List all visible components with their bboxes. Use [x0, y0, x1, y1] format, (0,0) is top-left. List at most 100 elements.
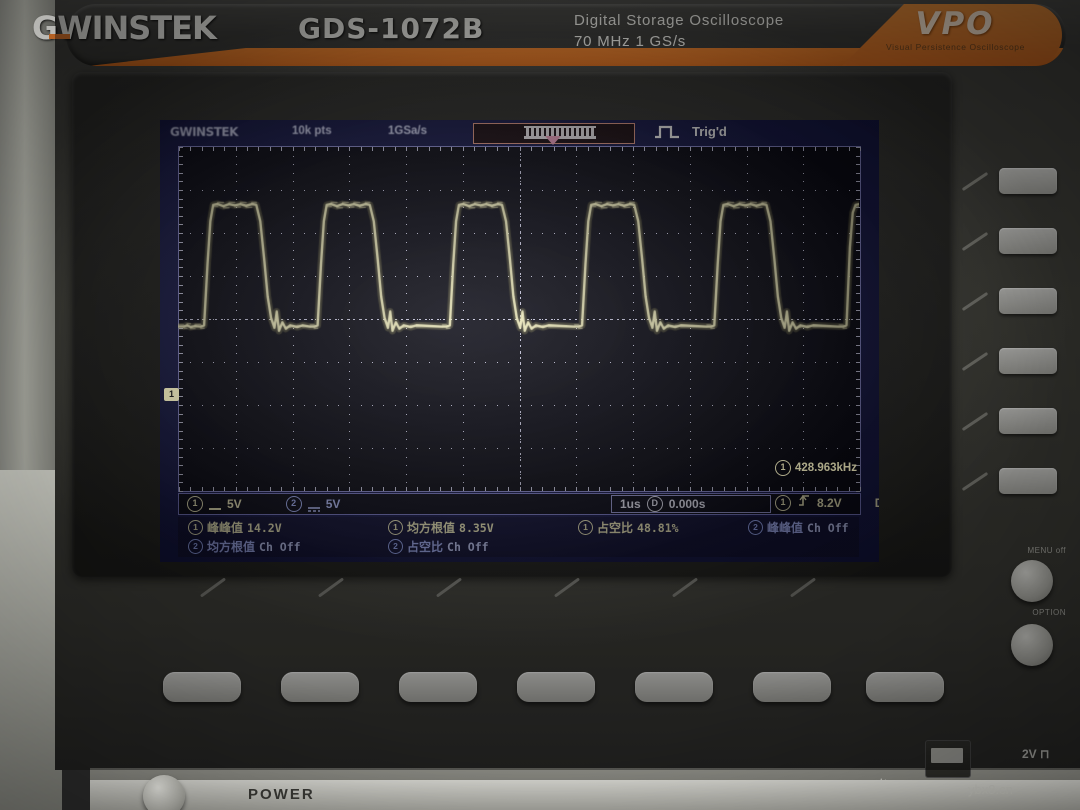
power-label: POWER	[248, 786, 315, 803]
bottom-button-6[interactable]	[753, 672, 831, 702]
option-button[interactable]	[1011, 624, 1053, 666]
freq-channel-badge: 1	[774, 460, 791, 476]
probe-comp-voltage: 2V	[1022, 747, 1037, 761]
pulse-icon	[654, 125, 680, 139]
background-left-lower	[0, 470, 62, 810]
graticule-tick	[856, 491, 860, 492]
waveform-trace	[178, 146, 859, 490]
trigger-settings[interactable]: 1 8.2V DC	[769, 494, 879, 512]
trigger-source-badge: 1	[775, 495, 791, 511]
measurement-panel: 1 峰峰值 14.2V 1 均方根值 8.35V 1 占空比 48.81% 2 …	[178, 517, 859, 557]
side-button-6[interactable]	[999, 468, 1057, 494]
trigger-coupling: DC	[875, 496, 879, 510]
lcd-screen: GWINSTEK 10k pts 1GSa/s Trig'd 1 1 428.9…	[160, 120, 879, 562]
usb-port[interactable]	[931, 748, 963, 763]
vpo-text: VPO	[915, 6, 995, 42]
brand-name: GW	[32, 9, 93, 47]
side-button-4[interactable]	[999, 348, 1057, 374]
screen-logo: GWINSTEK	[170, 125, 238, 139]
graticule-tick	[860, 147, 861, 151]
measurement-item[interactable]: 2 峰峰值 Ch Off	[748, 519, 849, 536]
ch2-badge: 2	[285, 496, 302, 512]
memory-position-bar[interactable]	[473, 123, 635, 144]
ch1-ground-marker[interactable]: 1	[164, 388, 179, 401]
bottom-button-4[interactable]	[517, 672, 595, 702]
meas-label: 均方根值	[207, 540, 256, 554]
meas-badge: 1	[388, 520, 403, 535]
trigger-position-marker[interactable]	[545, 136, 561, 145]
option-label: OPTION	[1032, 608, 1066, 617]
brand-logo: GW INSTEK	[32, 9, 217, 47]
meas-badge: 2	[188, 539, 203, 554]
meas-label: 峰峰值	[207, 521, 244, 535]
brand-suffix: INSTEK	[91, 9, 217, 47]
freq-value: 428.963kHz	[794, 462, 857, 474]
device-description-2: 70 MHz 1 GS/s	[574, 33, 687, 50]
model-number: GDS-1072B	[298, 12, 485, 45]
ch1-volts-div: 5V	[227, 497, 242, 511]
rising-edge-icon	[798, 494, 810, 512]
meas-label: 均方根值	[407, 521, 456, 535]
side-button-2[interactable]	[999, 228, 1057, 254]
meas-value: Ch Off	[447, 539, 489, 554]
menu-off-label: MENU off	[1027, 546, 1066, 555]
measurement-item[interactable]: 1 峰峰值 14.2V	[188, 519, 388, 536]
brand-bar	[66, 4, 1066, 66]
graticule-tick	[179, 491, 183, 492]
sample-rate-label: 1GSa/s	[388, 125, 427, 137]
device-description-1: Digital Storage Oscilloscope	[574, 12, 784, 29]
bottom-button-2[interactable]	[281, 672, 359, 702]
measurement-item[interactable]: 1 占空比 48.81%	[578, 519, 748, 536]
meas-value: Ch Off	[807, 520, 849, 535]
ch2-settings[interactable]: 2 5V	[285, 496, 341, 512]
watermark: ybx8.cn	[968, 782, 1013, 797]
frequency-counter: 1 428.963kHz	[774, 460, 857, 476]
bottom-button-7[interactable]	[866, 672, 944, 702]
instrument-foot	[90, 780, 1080, 810]
trigger-level: 8.2V	[817, 496, 842, 510]
meas-value: 8.35V	[459, 520, 494, 535]
memory-waveform-preview	[524, 126, 596, 139]
measurement-item[interactable]: 2 均方根值 Ch Off	[188, 538, 388, 555]
ch2-volts-div: 5V	[325, 497, 341, 511]
bottom-button-1[interactable]	[163, 672, 241, 702]
timebase-settings[interactable]: 1us D 0.000s	[611, 495, 771, 513]
measurement-row-1: 1 峰峰值 14.2V 1 均方根值 8.35V 1 占空比 48.81% 2 …	[178, 519, 859, 536]
trigger-state-label: Trig'd	[692, 124, 727, 139]
meas-value: Ch Off	[259, 539, 301, 554]
bottom-button-5[interactable]	[635, 672, 713, 702]
status-bar: GWINSTEK 10k pts 1GSa/s Trig'd	[160, 123, 879, 144]
side-button-1[interactable]	[999, 168, 1057, 194]
meas-label: 占空比	[597, 521, 634, 535]
measurement-row-2: 2 均方根值 Ch Off 2 占空比 Ch Off	[178, 538, 859, 555]
menu-off-button[interactable]	[1011, 560, 1053, 602]
probe-comp-label: 2V ⊓	[1022, 747, 1050, 761]
meas-badge: 1	[578, 520, 593, 535]
measurement-item[interactable]: 2 占空比 Ch Off	[388, 538, 578, 555]
measurement-item[interactable]: 1 均方根值 8.35V	[388, 519, 578, 536]
ch1-badge: 1	[187, 496, 203, 512]
dc-coupling-icon-2	[307, 500, 321, 512]
meas-badge: 2	[388, 539, 403, 554]
meas-label: 占空比	[407, 540, 444, 554]
orange-stripe	[88, 48, 1066, 66]
bottom-button-3[interactable]	[399, 672, 477, 702]
power-button[interactable]	[143, 775, 185, 810]
settings-bar: 1 5V 2 5V 1us D 0.000s	[178, 493, 879, 515]
vpo-subtitle: Visual Persistence Oscilloscope	[886, 42, 1025, 52]
meas-label: 峰峰值	[767, 521, 804, 535]
timebase-scale: 1us	[620, 497, 641, 511]
ch1-settings[interactable]: 1 5V	[187, 496, 242, 512]
meas-badge: 2	[748, 520, 763, 535]
graticule-tick	[860, 487, 861, 491]
logo-underbar	[49, 34, 70, 39]
meas-value: 48.81%	[637, 520, 679, 535]
side-button-5[interactable]	[999, 408, 1057, 434]
meas-badge: 1	[188, 520, 203, 535]
memory-depth-label: 10k pts	[292, 125, 332, 137]
timebase-position: 0.000s	[668, 497, 706, 511]
dc-coupling-icon	[208, 500, 222, 510]
timebase-badge: D	[646, 496, 663, 512]
side-button-3[interactable]	[999, 288, 1057, 314]
